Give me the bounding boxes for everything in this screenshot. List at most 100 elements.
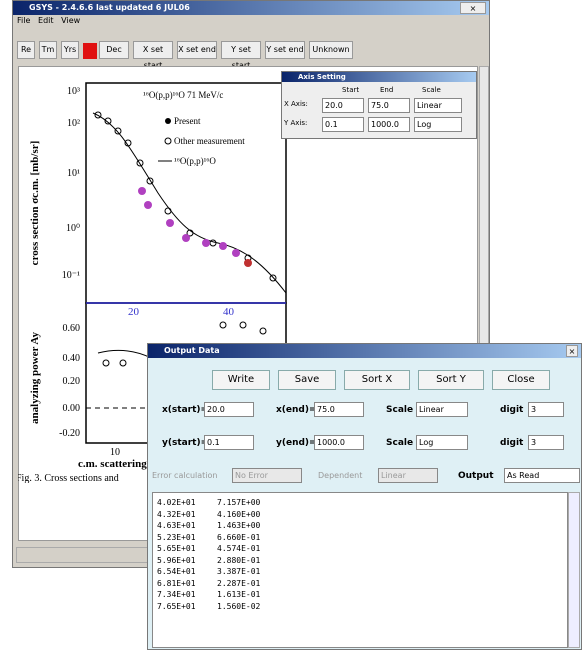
column-header: End: [380, 86, 393, 94]
text-field[interactable]: 20.0: [322, 98, 364, 113]
label: Error calculation: [152, 471, 217, 480]
y-value: 2.880E-01: [217, 555, 260, 567]
button[interactable]: Sort Y: [418, 370, 484, 390]
text-field[interactable]: 3: [528, 435, 564, 450]
text-field[interactable]: 75.0: [314, 402, 364, 417]
legend-title: ¹⁶O(p,p)¹⁶O 71 MeV/c: [143, 90, 223, 100]
tick-label: 10¹: [67, 168, 80, 179]
panel-title-bar: Axis Setting: [282, 72, 476, 82]
legend: ¹⁶O(p,p)¹⁶O 71 MeV/c Present Other measu…: [143, 90, 245, 166]
tick-label: 10: [110, 447, 120, 458]
x-value: 4.02E+01: [157, 497, 217, 509]
text-field[interactable]: 75.0: [368, 98, 410, 113]
button[interactable]: Sort X: [344, 370, 410, 390]
tick-label: 0.00: [63, 403, 81, 414]
tool-button[interactable]: Unknown: [309, 41, 353, 59]
x-value: 5.23E+01: [157, 532, 217, 544]
y-value: 1.463E+00: [217, 520, 260, 532]
x-value: 7.65E+01: [157, 601, 217, 613]
y-value: 1.613E-01: [217, 589, 260, 601]
dropdown[interactable]: Linear: [416, 402, 468, 417]
title-bar: Output Data: [148, 344, 581, 358]
text-field[interactable]: 20.0: [204, 402, 254, 417]
legend-symbol: [165, 118, 171, 124]
caption: Fig. 3. Cross sections and: [18, 473, 119, 483]
panel-title: Axis Setting: [298, 73, 346, 81]
x-value: 7.34E+01: [157, 589, 217, 601]
text-field[interactable]: 1000.0: [368, 117, 410, 132]
x-value: 6.81E+01: [157, 578, 217, 590]
button[interactable]: Write: [212, 370, 270, 390]
dropdown: No Error: [232, 468, 302, 483]
row-label: Y Axis:: [284, 119, 307, 127]
y-label: analyzing power Ay: [29, 332, 41, 424]
y-value: 4.574E-01: [217, 543, 260, 555]
legend-text: Present: [174, 116, 201, 126]
menu-bar: File Edit View: [17, 16, 80, 27]
column-header: Start: [342, 86, 359, 94]
menu-item[interactable]: File: [17, 16, 30, 25]
menu-item[interactable]: Edit: [38, 16, 54, 25]
close-button[interactable]: ×: [460, 2, 486, 14]
output-line: 5.23E+016.660E-01: [157, 532, 563, 544]
text-field[interactable]: 0.1: [322, 117, 364, 132]
label: x(end)=: [276, 405, 317, 415]
marker-label: 20: [128, 306, 140, 318]
scrollbar[interactable]: [568, 492, 580, 648]
window-title: Output Data: [164, 346, 220, 355]
tick-label: 0.20: [63, 376, 81, 387]
tick-label: 0.60: [63, 323, 81, 334]
x-value: 5.65E+01: [157, 543, 217, 555]
label: x(start)=: [162, 405, 208, 415]
label: Scale: [386, 405, 413, 415]
button[interactable]: Close: [492, 370, 550, 390]
output-line: 4.32E+014.160E+00: [157, 509, 563, 521]
menu-item[interactable]: View: [61, 16, 80, 25]
tool-button[interactable]: Re: [17, 41, 35, 59]
axis-panel: Axis Setting Start End Scale X Axis: 20.…: [281, 71, 477, 139]
tool-button[interactable]: Dec: [99, 41, 129, 59]
window-title: GSYS - 2.4.6.6 last updated 6 JUL06: [29, 3, 190, 12]
row-label: X Axis:: [284, 100, 308, 108]
tick-label: 0.40: [63, 353, 81, 364]
tool-button[interactable]: Yrs: [61, 41, 79, 59]
x-value: 5.96E+01: [157, 555, 217, 567]
tool-button[interactable]: Tm: [39, 41, 57, 59]
legend-text: ¹⁶O(p,p)¹⁶O: [174, 156, 216, 166]
dropdown: Linear: [378, 468, 438, 483]
label: digit: [500, 405, 523, 415]
color-swatch[interactable]: [83, 43, 97, 59]
text-field[interactable]: 1000.0: [314, 435, 364, 450]
x-value: 4.32E+01: [157, 509, 217, 521]
y-value: 4.160E+00: [217, 509, 260, 521]
label: Output: [458, 471, 494, 481]
text-field[interactable]: 0.1: [204, 435, 254, 450]
tick-label: -0.20: [59, 428, 80, 439]
tick-label: 10²: [67, 118, 80, 129]
text-field[interactable]: 3: [528, 402, 564, 417]
y-value: 1.560E-02: [217, 601, 260, 613]
tool-button[interactable]: Y set end: [265, 41, 305, 59]
dropdown[interactable]: Linear: [414, 98, 462, 113]
x-value: 4.63E+01: [157, 520, 217, 532]
button[interactable]: Save: [278, 370, 336, 390]
close-button[interactable]: ×: [566, 345, 578, 357]
y-label: cross section σc.m. [mb/sr]: [29, 141, 41, 266]
tool-button[interactable]: Y set start: [221, 41, 261, 59]
dropdown[interactable]: Log: [414, 117, 462, 132]
tool-button[interactable]: X set end: [177, 41, 217, 59]
tool-button[interactable]: X set start: [133, 41, 173, 59]
tick-label: 10³: [67, 86, 80, 97]
page: GSYS - 2.4.6.6 last updated 6 JUL06 × Fi…: [0, 0, 584, 650]
dropdown[interactable]: Log: [416, 435, 468, 450]
dropdown[interactable]: As Read: [504, 468, 580, 483]
y-value: 3.387E-01: [217, 566, 260, 578]
